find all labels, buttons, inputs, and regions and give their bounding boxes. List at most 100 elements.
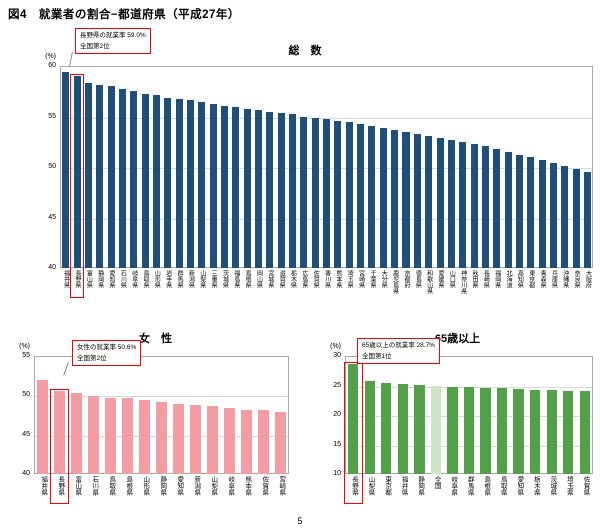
bar-cell: 佐賀県: [255, 356, 272, 518]
bar-熊本県: [334, 120, 342, 268]
bar-広島県: [300, 116, 308, 268]
x-axis-label: 岐阜県: [226, 476, 234, 496]
x-axis-label: 長野県: [56, 476, 64, 496]
bar-福岡県: [493, 148, 501, 268]
x-axis-label: 富山県: [85, 270, 92, 288]
x-axis-label: 千葉県: [368, 270, 375, 288]
bar-青森県: [538, 159, 546, 268]
bar-cell: 愛知県: [510, 356, 527, 518]
x-axis-label: 福井県: [62, 270, 69, 288]
bar-鹿児島県: [391, 129, 399, 268]
x-axis-label: 秋田県: [471, 270, 478, 288]
x-axis-label: 愛媛県: [437, 270, 444, 288]
bar-cell: 広島県: [298, 66, 309, 320]
bar-佐賀県: [311, 117, 319, 268]
bar-cell: 東京都: [378, 356, 395, 518]
bars: 福井県 長野県 富山県 石川県 鳥取県 島根県 山形県 静岡県 愛知県 新潟県 山梨県 岐阜県 熊本県 佐…: [34, 356, 289, 518]
bar-cell: 徳島県: [412, 66, 423, 320]
bar-cell: 長野県: [344, 356, 363, 518]
bar-cell: 全国: [428, 356, 445, 518]
bar-和歌山県: [425, 135, 433, 268]
x-axis-label: 岡山県: [255, 270, 262, 288]
y-axis-tick: 40: [48, 264, 56, 271]
x-axis-label: 岩手県: [164, 270, 171, 288]
bar-愛知県: [173, 404, 184, 474]
x-axis-label: 大分県: [380, 270, 387, 288]
bar-cell: 石川県: [117, 66, 128, 320]
grid-line: [346, 386, 592, 388]
x-axis-label: 北海道: [505, 270, 512, 288]
bar-山梨県: [364, 380, 375, 474]
x-axis-label: 山形県: [153, 270, 160, 288]
bar-栃木県: [289, 114, 297, 268]
bar-cell: 熊本県: [332, 66, 343, 320]
bar-cell: 愛媛県: [434, 66, 445, 320]
bar-cell: 山形県: [136, 356, 153, 518]
x-axis-label: 奈良県: [573, 270, 580, 288]
page-number: 5: [297, 516, 303, 526]
x-axis-label: 島根県: [124, 476, 132, 496]
bar-愛媛県: [436, 137, 444, 268]
x-axis-label: 高知県: [516, 270, 523, 288]
bar-cell: 山梨県: [196, 66, 207, 320]
bar-静岡県: [414, 384, 425, 474]
x-axis-label: 佐賀県: [581, 476, 589, 496]
bar-cell: 山梨県: [204, 356, 221, 518]
bar-cell: 岐阜県: [221, 356, 238, 518]
bar-埼玉県: [563, 390, 574, 474]
bar-秋田県: [470, 143, 478, 268]
y-axis-tick: 40: [22, 470, 30, 477]
chart-elderly-title: 65歳以上: [434, 333, 481, 345]
x-axis-label: 宮城県: [266, 270, 273, 288]
x-axis-label: 新潟県: [187, 270, 194, 288]
bar-cell: 福井県: [34, 356, 51, 518]
bar-島根県: [243, 109, 251, 268]
bar-山梨県: [207, 406, 218, 474]
bar-cell: 愛知県: [105, 66, 116, 320]
x-axis-label: 山梨県: [198, 270, 205, 288]
bar-愛知県: [107, 86, 115, 268]
bar-高知県: [515, 154, 523, 268]
bars: 長野県 山梨県 東京都 福井県 静岡県 全国 岐阜県 群馬県 島根県 鳥取県 愛知県 栃木県 茨城県 埼玉…: [344, 356, 593, 518]
y-axis-unit: (%): [19, 343, 30, 350]
bar-cell: 秋田県: [468, 66, 479, 320]
bar-cell: 栃木県: [287, 66, 298, 320]
y-axis-tick: 25: [333, 381, 341, 389]
bar-cell: 愛知県: [170, 356, 187, 518]
bar-cell: 静岡県: [411, 356, 428, 518]
bar-岩手県: [164, 98, 172, 268]
bar-長崎県: [481, 145, 489, 268]
y-axis-tick: 50: [48, 163, 56, 170]
bar-宮崎県: [357, 123, 365, 268]
bar-岐阜県: [130, 91, 138, 268]
bar-佐賀県: [258, 410, 269, 474]
bar-cell: 島根県: [119, 356, 136, 518]
x-axis-label: 長野県: [74, 270, 81, 288]
bar-熊本県: [241, 409, 252, 474]
bar-神奈川県: [459, 141, 467, 268]
x-axis-label: 和歌山県: [425, 270, 432, 294]
bar-沖縄県: [561, 166, 569, 268]
chart-elderly-plot: (%) 長野県 山梨県 東京都 福井県 静岡県 全国 岐阜県 群馬県 島根県 鳥取県 愛知県 栃木県茨…: [330, 343, 593, 518]
bar-長野県: [348, 363, 359, 474]
chart-total: 総 数 長野県の就業率 59.0% 全国第2位 (%) 福井県 長野県 富山県 静岡県…: [15, 28, 595, 328]
bar-cell: 宮崎県: [355, 66, 366, 320]
annotation-line: 全国第2位: [77, 355, 107, 363]
x-axis-label: 石川県: [90, 476, 98, 496]
bar-cell: 岐阜県: [444, 356, 461, 518]
bar-静岡県: [96, 85, 104, 268]
y-axis-tick: 30: [333, 352, 341, 359]
bar-cell: 茨城県: [543, 356, 560, 518]
bar-cell: 静岡県: [153, 356, 170, 518]
x-axis-label: 埼玉県: [346, 270, 353, 288]
x-axis-label: 香川県: [323, 270, 330, 288]
x-axis-label: 兵庫県: [550, 270, 557, 288]
x-axis-label: 沖縄県: [561, 270, 568, 288]
bar-cell: 宮城県: [264, 66, 275, 320]
bar-愛知県: [513, 389, 524, 474]
bar-岐阜県: [447, 386, 458, 474]
x-axis-label: 京都府: [402, 270, 409, 288]
x-axis-label: 岐阜県: [449, 476, 457, 496]
x-axis-label: 岐阜県: [130, 270, 137, 288]
